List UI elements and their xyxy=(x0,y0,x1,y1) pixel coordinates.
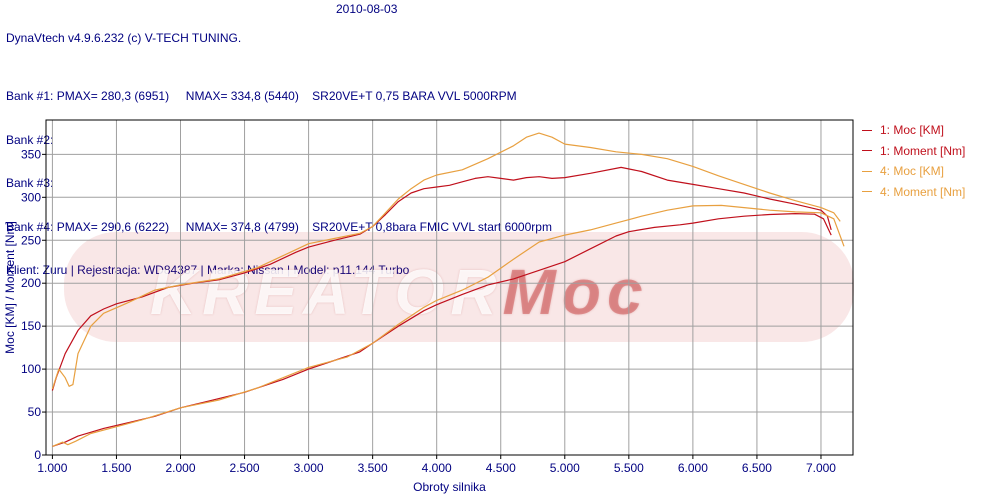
x-axis-label: Obroty silnika xyxy=(413,480,486,494)
y-tick-label: 350 xyxy=(21,147,41,161)
y-tick-label: 50 xyxy=(28,405,42,419)
x-tick-label: 2.500 xyxy=(230,461,260,475)
legend-swatch xyxy=(862,191,872,193)
series-line-4 xyxy=(51,132,841,390)
x-tick-label: 3.000 xyxy=(294,461,324,475)
chart-header: DynaVtech v4.9.6.232 (c) V-TECH TUNING. … xyxy=(6,2,552,292)
header-line-client: Klient: Zuru | Rejestracja: WD84387 | Ma… xyxy=(6,263,410,277)
legend-label: 4: Moment [Nm] xyxy=(880,184,966,199)
y-tick-label: 150 xyxy=(21,319,41,333)
x-tick-label: 5.500 xyxy=(614,461,644,475)
y-tick-label: 100 xyxy=(21,362,41,376)
chart-legend: 1: Moc [KM] 1: Moment [Nm] 4: Moc [KM] 4: M… xyxy=(862,120,965,202)
legend-item: 4: Moment [Nm] xyxy=(862,182,965,203)
plot-frame xyxy=(45,119,854,456)
x-tick-label: 5.000 xyxy=(550,461,580,475)
header-line-bank3: Bank #3: xyxy=(6,176,54,190)
y-tick-label: 300 xyxy=(21,190,41,204)
legend-label: 1: Moc [KM] xyxy=(880,123,945,137)
header-line-bank2: Bank #2: xyxy=(6,132,54,147)
x-tick-label: 3.500 xyxy=(358,461,388,475)
series-line-3 xyxy=(52,204,845,447)
x-tick-label: 1.500 xyxy=(101,461,131,475)
legend-item: 1: Moment [Nm] xyxy=(862,141,965,162)
header-date: 2010-08-03 xyxy=(336,2,398,16)
x-tick-label: 6.000 xyxy=(678,461,708,475)
y-axis-label: Moc [KM] / Moment [Nm] xyxy=(3,221,17,354)
header-line-bank4: Bank #4: PMAX= 290,6 (6222) NMAX= 374,8 … xyxy=(6,219,552,234)
header-line-bank1: Bank #1: PMAX= 280,3 (6951) NMAX= 334,8 … xyxy=(6,89,517,103)
legend-label: 4: Moc [KM] xyxy=(880,164,945,178)
legend-swatch xyxy=(862,150,872,152)
y-tick-label: 200 xyxy=(21,276,41,290)
legend-swatch xyxy=(862,170,872,172)
legend-label: 1: Moment [Nm] xyxy=(880,143,966,158)
x-tick-label: 7.000 xyxy=(806,461,836,475)
legend-swatch xyxy=(862,129,872,131)
x-tick-label: 1.000 xyxy=(37,461,67,475)
legend-item: 1: Moc [KM] xyxy=(862,120,965,141)
header-line-software: DynaVtech v4.9.6.232 (c) V-TECH TUNING. xyxy=(6,31,242,45)
series-line-2 xyxy=(51,166,832,391)
y-tick-label: 250 xyxy=(21,233,41,247)
legend-item: 4: Moc [KM] xyxy=(862,161,965,182)
x-tick-label: 2.000 xyxy=(165,461,195,475)
x-tick-label: 6.500 xyxy=(742,461,772,475)
x-tick-label: 4.500 xyxy=(486,461,516,475)
x-tick-label: 4.000 xyxy=(422,461,452,475)
y-tick-label: 0 xyxy=(34,448,41,462)
